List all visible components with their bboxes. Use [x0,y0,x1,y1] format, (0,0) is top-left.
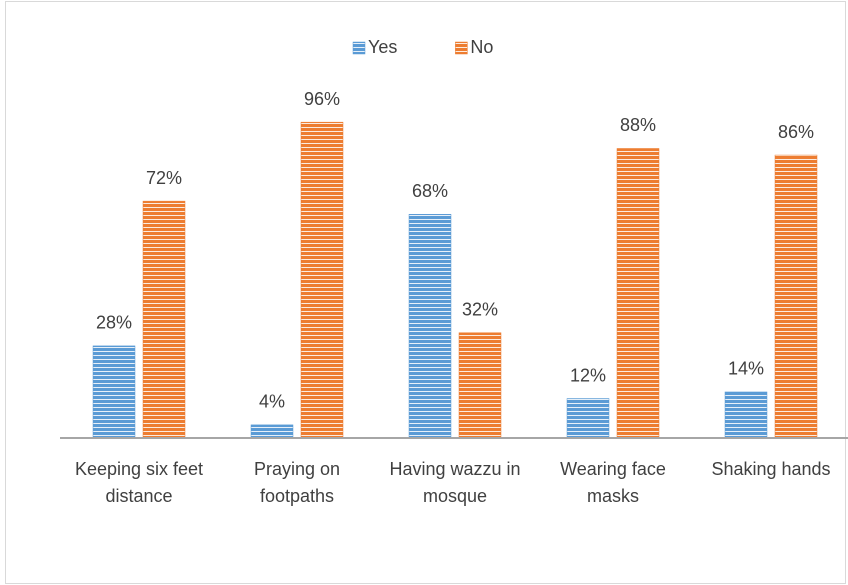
data-label: 86% [778,122,814,142]
data-label: 72% [146,168,182,188]
bar [616,148,660,439]
bar [92,345,136,439]
legend-label: Yes [368,37,397,57]
data-label: 68% [412,181,448,201]
x-tick-label: Keeping six feet distance [75,459,203,506]
data-label: 12% [570,365,606,385]
bar [250,424,294,439]
legend-label: No [470,37,493,57]
bar [566,398,610,439]
data-label: 4% [259,392,285,412]
bar [458,332,502,439]
x-tick-label: Shaking hands [711,459,830,479]
bar [142,200,186,439]
data-label: 28% [96,313,132,333]
bar [408,214,452,439]
data-label: 32% [462,299,498,319]
x-tick-label: Praying on footpaths [254,459,340,506]
bar [774,154,818,439]
legend-swatch [455,41,468,55]
bar [724,391,768,439]
x-tick-label: Having wazzu in mosque [389,459,520,506]
data-label: 14% [728,359,764,379]
data-label: 96% [304,89,340,109]
legend-swatch [352,41,366,55]
bar [300,121,344,439]
x-tick-label: Wearing face masks [560,459,666,506]
data-label: 88% [620,115,656,135]
